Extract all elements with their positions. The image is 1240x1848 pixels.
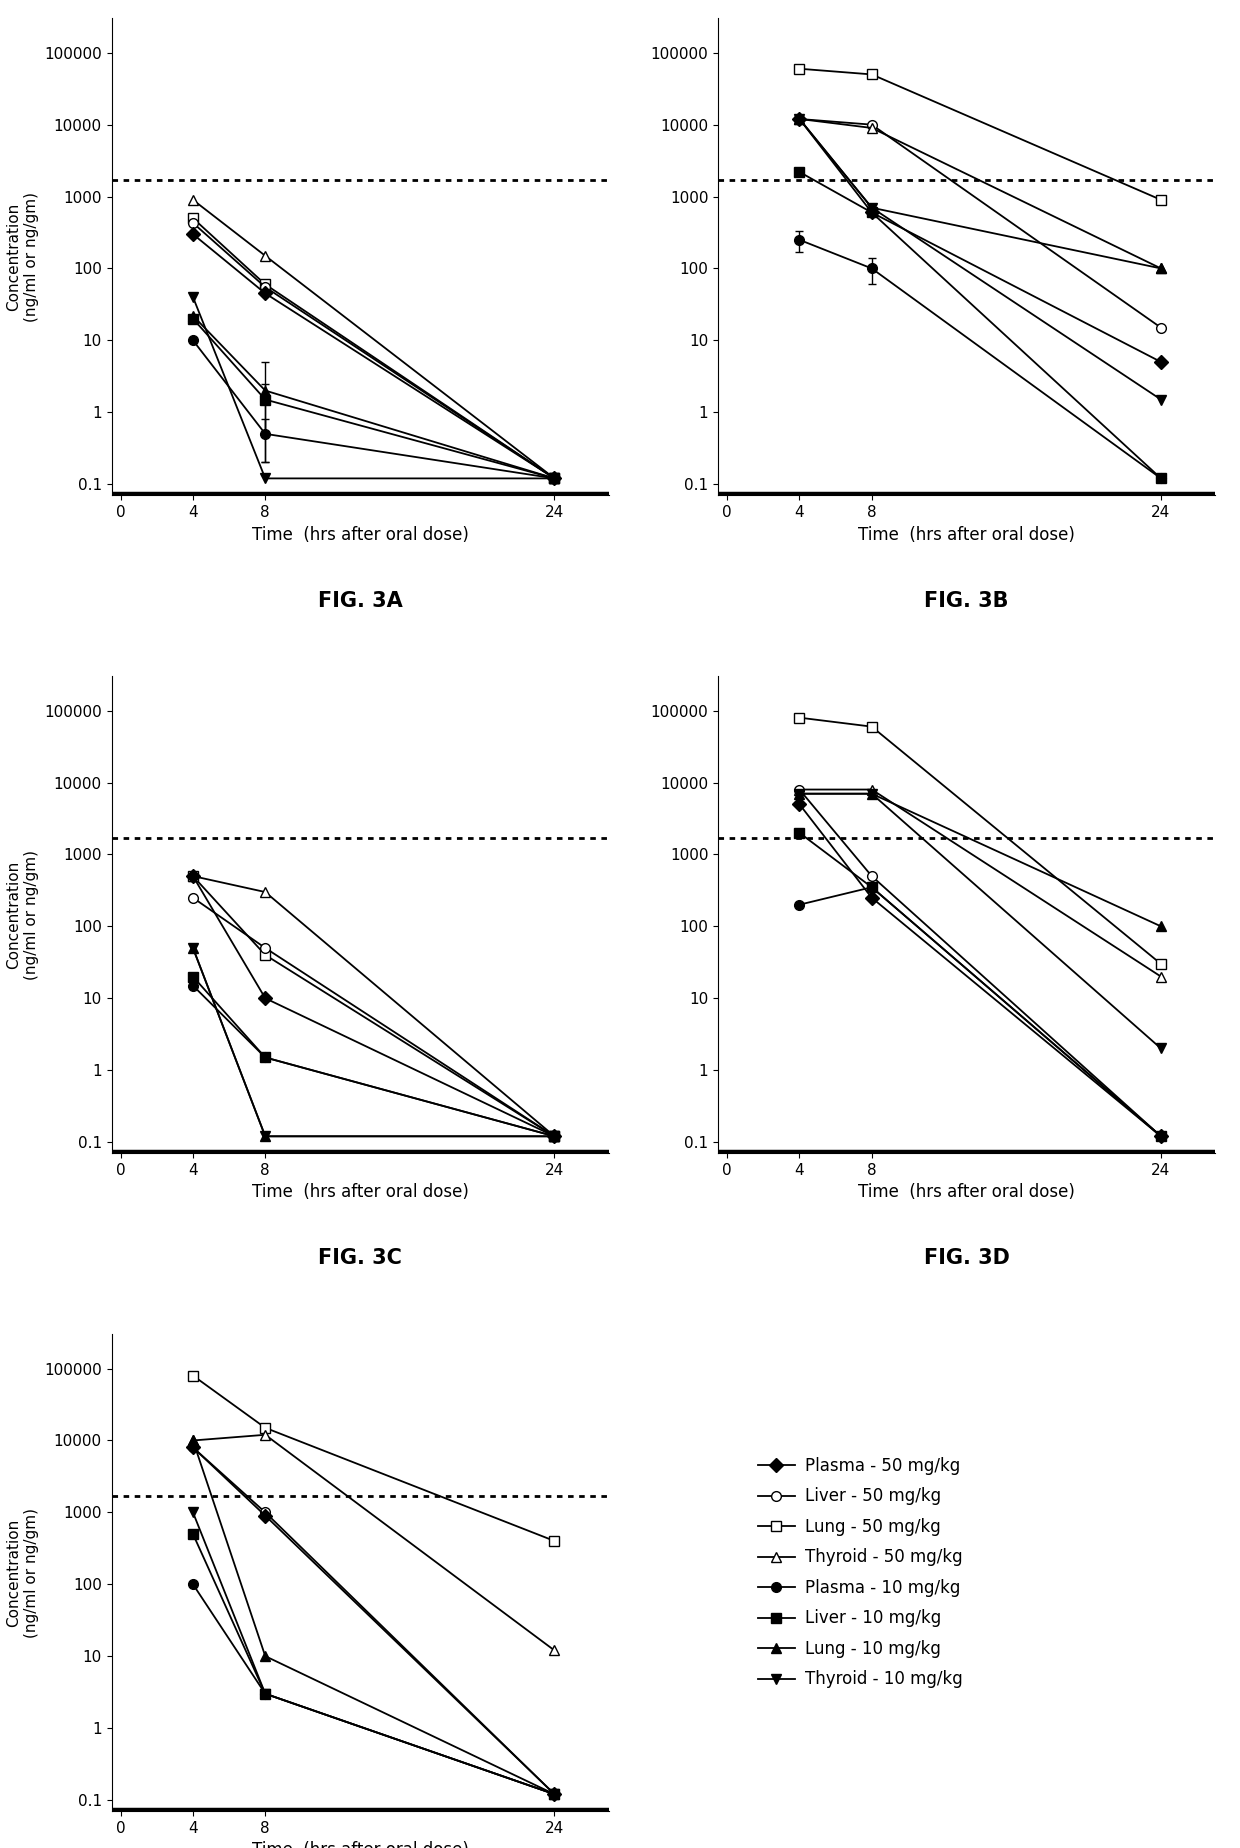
Text: FIG. 3A: FIG. 3A: [317, 591, 403, 610]
X-axis label: Time  (hrs after oral dose): Time (hrs after oral dose): [858, 525, 1075, 543]
Text: FIG. 3B: FIG. 3B: [924, 591, 1009, 610]
Text: FIG. 3C: FIG. 3C: [319, 1249, 402, 1268]
Y-axis label: Concentration
(ng/ml or ng/gm): Concentration (ng/ml or ng/gm): [6, 1508, 38, 1637]
Legend: Plasma - 50 mg/kg, Liver - 50 mg/kg, Lung - 50 mg/kg, Thyroid - 50 mg/kg, Plasma: Plasma - 50 mg/kg, Liver - 50 mg/kg, Lun…: [751, 1451, 968, 1695]
Y-axis label: Concentration
(ng/ml or ng/gm): Concentration (ng/ml or ng/gm): [6, 850, 38, 979]
X-axis label: Time  (hrs after oral dose): Time (hrs after oral dose): [252, 1841, 469, 1848]
X-axis label: Time  (hrs after oral dose): Time (hrs after oral dose): [252, 1183, 469, 1201]
Y-axis label: Concentration
(ng/ml or ng/gm): Concentration (ng/ml or ng/gm): [6, 192, 38, 322]
X-axis label: Time  (hrs after oral dose): Time (hrs after oral dose): [252, 525, 469, 543]
Text: FIG. 3D: FIG. 3D: [924, 1249, 1009, 1268]
X-axis label: Time  (hrs after oral dose): Time (hrs after oral dose): [858, 1183, 1075, 1201]
